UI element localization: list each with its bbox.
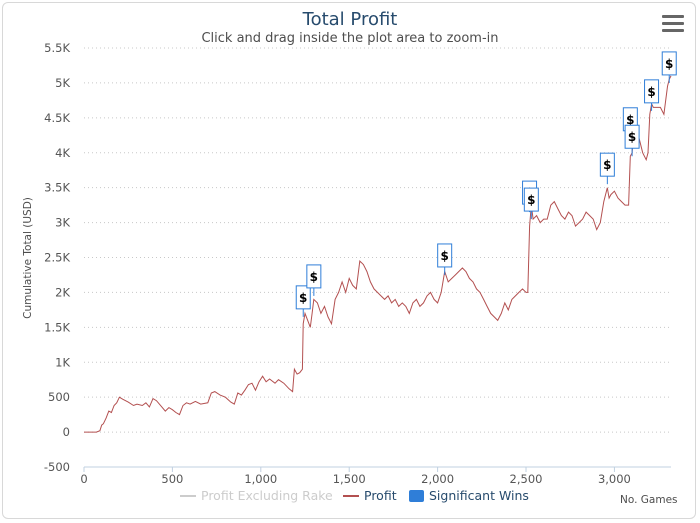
flag-label: $ bbox=[626, 113, 634, 127]
flag-label: $ bbox=[527, 193, 535, 207]
legend-line-icon bbox=[343, 494, 359, 497]
y-tick-label: 2.5K bbox=[44, 251, 70, 265]
menu-bar bbox=[662, 15, 684, 18]
x-tick-label: 0 bbox=[80, 472, 87, 486]
menu-bar bbox=[662, 22, 684, 25]
flag-label: $ bbox=[603, 158, 611, 172]
flag-box bbox=[644, 79, 660, 104]
flag-label: $ bbox=[628, 130, 636, 144]
menu-bar bbox=[662, 29, 684, 32]
legend-item-significant-wins[interactable]: Significant Wins bbox=[409, 488, 529, 503]
flag-box bbox=[523, 187, 539, 212]
legend-item-profit[interactable]: Profit bbox=[343, 488, 397, 503]
legend-flag-icon bbox=[409, 489, 424, 502]
x-tick-label: 500 bbox=[161, 472, 183, 486]
y-tick-label: 3.5K bbox=[44, 181, 70, 195]
flag-box bbox=[599, 152, 615, 177]
flag-box bbox=[661, 51, 677, 76]
significant-win-flag[interactable]: $ bbox=[437, 243, 453, 275]
x-tick-label: 1,000 bbox=[244, 472, 277, 486]
x-tick-label: 1,500 bbox=[333, 472, 366, 486]
flag-label: $ bbox=[647, 85, 655, 99]
legend-item-profit-excluding-rake[interactable]: Profit Excluding Rake bbox=[180, 488, 333, 503]
chart-title: Total Profit bbox=[302, 9, 398, 30]
hamburger-menu-icon[interactable] bbox=[662, 15, 684, 35]
legend-label: Significant Wins bbox=[429, 488, 529, 503]
legend-line-icon bbox=[180, 494, 196, 497]
x-tick-label: 2,500 bbox=[510, 472, 543, 486]
legend: Profit Excluding Rake Profit Significant… bbox=[0, 488, 700, 506]
flag-label: $ bbox=[310, 270, 318, 284]
flag-label: $ bbox=[665, 57, 673, 71]
flag-box bbox=[437, 243, 453, 268]
significant-win-flag[interactable]: $ bbox=[624, 124, 640, 157]
x-axis-title: No. Games bbox=[620, 494, 678, 506]
flag-label: $ bbox=[441, 249, 449, 263]
y-axis-title: Cumulative Total (USD) bbox=[22, 197, 34, 319]
significant-win-flag[interactable]: $ bbox=[306, 264, 322, 296]
legend-label: Profit Excluding Rake bbox=[201, 488, 333, 503]
y-tick-label: 4K bbox=[55, 146, 70, 160]
legend-label: Profit bbox=[364, 488, 397, 503]
y-tick-label: 1.5K bbox=[44, 320, 70, 334]
y-tick-label: 2K bbox=[55, 285, 70, 299]
flag-label: $ bbox=[299, 291, 307, 305]
x-tick-label: 3,000 bbox=[598, 472, 631, 486]
y-tick-label: 5K bbox=[55, 76, 70, 90]
y-tick-label: 1K bbox=[55, 355, 70, 369]
x-tick-label: 2,000 bbox=[421, 472, 454, 486]
y-tick-label: 500 bbox=[48, 390, 70, 404]
significant-win-flag[interactable]: $ bbox=[295, 285, 311, 317]
y-tick-label: 4.5K bbox=[44, 111, 70, 125]
significant-win-flag[interactable]: $ bbox=[523, 187, 539, 220]
significant-win-flag[interactable]: $ bbox=[661, 51, 677, 83]
chart-subtitle: Click and drag inside the plot area to z… bbox=[201, 31, 499, 46]
y-tick-label: 0 bbox=[63, 425, 70, 439]
flag-box bbox=[295, 285, 311, 310]
y-tick-label: 5.5K bbox=[44, 41, 70, 55]
significant-win-flag[interactable]: $ bbox=[599, 152, 615, 185]
flag-box bbox=[306, 264, 322, 289]
significant-win-flag[interactable]: $ bbox=[644, 79, 660, 111]
series-line-profit[interactable] bbox=[84, 75, 672, 433]
y-tick-label: -500 bbox=[44, 460, 70, 474]
flag-box bbox=[624, 124, 640, 149]
y-tick-label: 3K bbox=[55, 216, 70, 230]
